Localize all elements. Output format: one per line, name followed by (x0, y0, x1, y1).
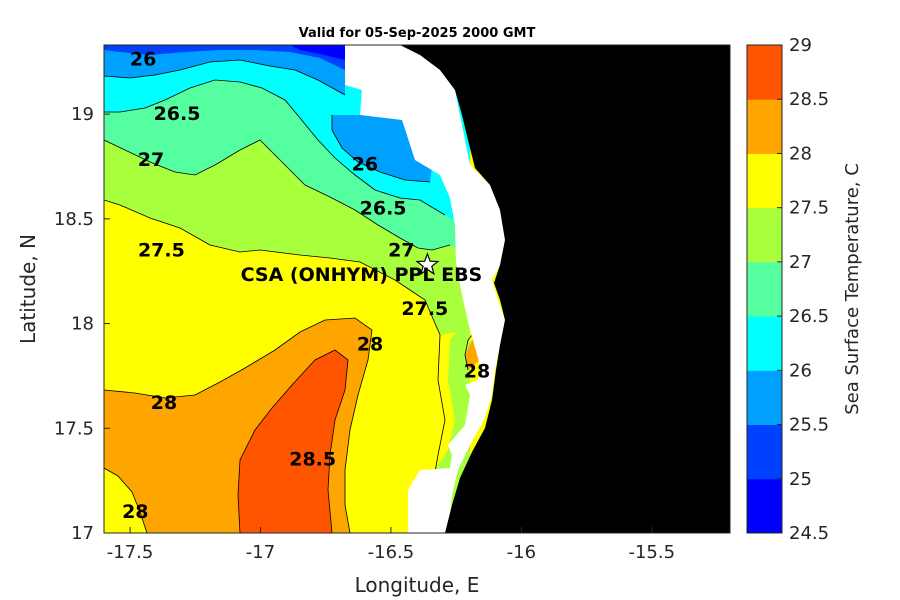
contour-label: 27.5 (401, 298, 448, 320)
colorbar-tick-label: 28.5 (789, 89, 829, 110)
colorbar-tick-label: 28 (789, 143, 812, 164)
colorbar-tick-label: 25 (789, 469, 812, 490)
sst-band-25 (104, 45, 345, 70)
y-axis-label: Latitude, N (16, 234, 40, 344)
colorbar-label: Sea Surface Temperature, C (842, 163, 863, 415)
y-tick-label: 18.5 (54, 209, 94, 230)
contour-label: 27 (388, 239, 414, 261)
contour-label: 26.5 (360, 197, 407, 219)
x-tick-label: -16 (507, 542, 536, 563)
site-label: CSA (ONHYM) PPL EBS (241, 264, 483, 286)
contour-label: 27 (138, 149, 164, 171)
colorbar-segment (747, 478, 782, 534)
colorbar-segment (747, 99, 782, 154)
colorbar-segment (747, 370, 782, 426)
colorbar-tick-label: 25.5 (789, 415, 829, 436)
y-tick-label: 18 (71, 314, 94, 335)
contour-label: 28 (151, 392, 177, 414)
contour-label: 26.5 (154, 103, 201, 125)
site-star-icon[interactable] (415, 252, 440, 276)
contour-label: 28 (357, 334, 383, 356)
colorbar-tick-label: 26 (789, 360, 812, 381)
y-axis: 17 17.5 18 18.5 19 (54, 104, 110, 544)
colorbar-segment (747, 316, 782, 371)
contour-label: 26 (352, 153, 378, 175)
colorbar-segment (747, 261, 782, 317)
colorbar-segment (747, 153, 782, 209)
colorbar-segment (747, 207, 782, 263)
colorbar-tick-label: 26.5 (789, 306, 829, 327)
x-tick-label: -15.5 (628, 542, 675, 563)
x-tick-label: -17.5 (107, 542, 154, 563)
chart-title: Valid for 05-Sep-2025 2000 GMT (299, 26, 536, 41)
colorbar-segment (747, 424, 782, 480)
sst-band-25p5-nw (104, 45, 345, 95)
y-tick-label: 17 (71, 523, 94, 544)
colorbar-segment (747, 45, 782, 100)
sst-band-27p5-sw (104, 468, 147, 533)
contour-labels: 26 26.5 27 26 26.5 27 27.5 27.5 28 28 28 28.5 28 (122, 49, 490, 523)
colorbar-tick-label: 29 (789, 35, 812, 56)
colorbar-frame (746, 44, 783, 534)
colorbar-tick-label: 27.5 (789, 198, 829, 219)
colorbar: 24.5 25 25.5 26 26.5 27 27.5 28 28.5 29 (746, 35, 829, 544)
site-marker-group[interactable]: CSA (ONHYM) PPL EBS (241, 252, 483, 286)
x-axis: -17.5 -17 -16.5 -16 -15.5 (107, 527, 675, 563)
contour-label: 28.5 (289, 449, 336, 471)
contour-label: 26 (130, 49, 156, 71)
contour-label: 27.5 (138, 239, 185, 261)
no-data-region (345, 45, 505, 533)
x-axis-label: Longitude, E (355, 573, 480, 597)
contour-label: 28 (122, 501, 148, 523)
x-tick-label: -16.5 (368, 542, 415, 563)
colorbar-tick-label: 27 (789, 252, 812, 273)
contour-label: 28 (464, 361, 490, 383)
y-tick-label: 19 (71, 104, 94, 125)
land-mass[interactable] (400, 45, 730, 533)
colorbar-tick-label: 24.5 (789, 523, 829, 544)
x-tick-label: -17 (246, 542, 275, 563)
y-tick-label: 17.5 (54, 418, 94, 439)
sst-map (104, 45, 730, 533)
sst-band-24p5 (290, 45, 345, 60)
axes-frame (103, 44, 731, 534)
sst-band-28p5 (238, 350, 348, 533)
